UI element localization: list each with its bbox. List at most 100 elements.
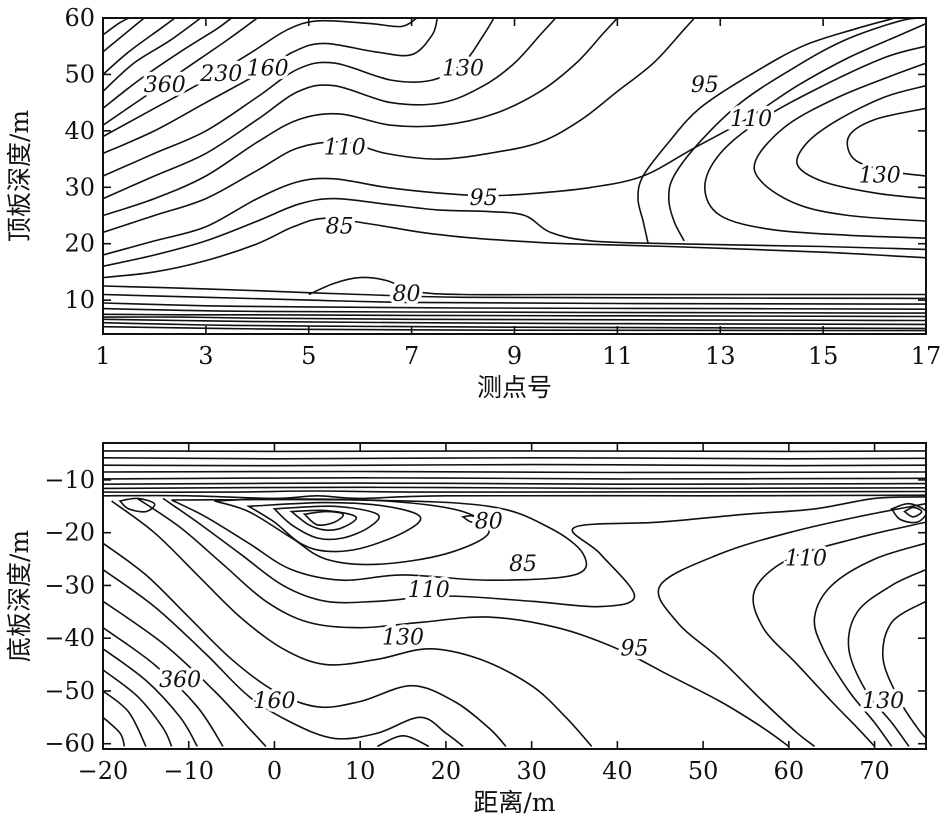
roof-contour-line-280 — [103, 18, 202, 92]
floor-x-tick-label: 70 — [859, 757, 890, 785]
roof-x-tick-label: 11 — [602, 342, 633, 370]
roof-contour-label: 95 — [470, 186, 498, 211]
roof-contour-line-105 — [667, 18, 926, 242]
floor-x-tick-label: 50 — [688, 757, 719, 785]
floor-contour-line-145 — [881, 600, 926, 739]
floor-contour-line-160 — [103, 648, 198, 747]
floor-y-tick-label: −50 — [44, 677, 95, 705]
roof-y-axis: 10 20 30 40 50 60 — [64, 4, 926, 314]
roof-contour-label: 130 — [442, 56, 484, 81]
floor-x-tick-label: −20 — [78, 757, 129, 785]
roof-x-tick-label: 1 — [95, 342, 110, 370]
floor-y-tick-label: −30 — [44, 571, 95, 599]
floor-x-tick-label: −10 — [163, 757, 214, 785]
floor-contour-label: 95 — [621, 636, 649, 661]
roof-contour-line-95 — [103, 22, 926, 256]
floor-contour-line-50 — [103, 476, 926, 480]
roof-contour-line-75 — [103, 285, 926, 300]
floor-contour-line-360 — [103, 690, 147, 747]
floor-contour-line-45 — [103, 470, 926, 474]
roof-contour-line-130 — [103, 18, 557, 200]
roof-contour-line-360 — [103, 18, 176, 76]
floor-contour-line-600 — [103, 716, 126, 747]
roof-contour-line-160 — [103, 18, 439, 155]
roof-contour-line-85 — [103, 217, 926, 279]
roof-y-tick-label: 40 — [64, 117, 95, 145]
roof-contour-line-145 — [103, 18, 495, 177]
floor-contour-line-100 — [111, 500, 593, 747]
roof-x-axis: 1 3 5 7 9 11 13 15 17 — [95, 18, 941, 370]
floor-x-tick-label: 40 — [602, 757, 633, 785]
roof-contour-line-90 — [103, 197, 926, 268]
roof-y-tick-label: 50 — [64, 60, 95, 88]
floor-contour-label: 110 — [408, 578, 450, 603]
roof-contour-label: 160 — [247, 56, 289, 81]
floor-contour-line-130 — [376, 734, 430, 748]
floor-contour-label: 80 — [475, 510, 503, 535]
roof-x-tick-label: 5 — [301, 342, 316, 370]
floor-contour-line-70 — [103, 494, 926, 500]
floor-contour-line-75 — [272, 505, 380, 541]
floor-contour-line-65 — [103, 490, 926, 493]
roof-contour-line-65 — [103, 302, 926, 310]
floor-x-axis: −20 −10 0 10 20 30 40 50 60 70 — [78, 443, 890, 785]
roof-contour-lines — [103, 18, 926, 332]
roof-contour-label: 230 — [199, 62, 242, 87]
roof-x-tick-label: 3 — [198, 342, 213, 370]
roof-contour-line-175 — [103, 18, 418, 138]
roof-contour-line-70 — [103, 293, 926, 305]
floor-contour-label: 360 — [159, 668, 201, 693]
floor-contour-line-110 — [103, 542, 507, 747]
floor-contour-line-60 — [103, 486, 926, 490]
floor-contour-line-230 — [103, 669, 173, 747]
roof-contour-label: 110 — [730, 107, 772, 132]
floor-contour-line-70 — [289, 509, 358, 531]
roof-y-tick-label: 60 — [64, 4, 95, 32]
roof-contour-line-110 — [703, 45, 926, 239]
floor-contour-label: 85 — [509, 552, 537, 577]
floor-contour-line-110 — [752, 521, 926, 747]
roof-contour-line-600 — [103, 18, 130, 36]
floor-contour-line-130 — [103, 600, 267, 747]
roof-contour-label: 95 — [691, 73, 719, 98]
floor-contour-line-75 — [902, 506, 923, 518]
roof-y-axis-title: 顶板深度/m — [5, 110, 34, 242]
floor-contour-line-80 — [246, 501, 422, 553]
roof-contour-line-55 — [103, 313, 926, 318]
roof-x-tick-label: 13 — [705, 342, 736, 370]
roof-contour-line-130 — [796, 84, 926, 200]
floor-contour-lines — [103, 450, 926, 748]
floor-contour-line-90 — [162, 496, 926, 608]
roof-x-axis-title: 测点号 — [477, 373, 552, 402]
floor-contour-line-100 — [657, 502, 926, 748]
roof-contour-line-50 — [103, 316, 926, 322]
roof-contour-line-450 — [103, 18, 145, 53]
roof-contour-line-230 — [103, 18, 233, 109]
floor-contour-line-55 — [103, 482, 926, 486]
floor-x-tick-label: 0 — [267, 757, 282, 785]
floor-contour-label: 110 — [785, 547, 827, 572]
roof-y-tick-label: 30 — [64, 173, 95, 201]
floor-contour-line-65 — [302, 510, 345, 526]
floor-y-tick-label: −10 — [44, 466, 95, 494]
floor-y-tick-label: −60 — [44, 730, 95, 758]
roof-contour-label: 130 — [859, 164, 901, 189]
floor-y-tick-label: −40 — [44, 624, 95, 652]
roof-y-tick-label: 20 — [64, 230, 95, 258]
floor-x-axis-title: 距离/m — [473, 788, 555, 817]
roof-contour-label: 110 — [324, 135, 366, 160]
floor-x-tick-label: 30 — [516, 757, 547, 785]
roof-contour-line-100 — [637, 18, 896, 244]
roof-contour-label: 85 — [326, 214, 354, 239]
roof-contour-line-45 — [103, 318, 926, 326]
floor-contour-line-80 — [460, 514, 482, 523]
roof-contour-line-145 — [846, 107, 926, 177]
floor-contour-line-130 — [847, 568, 926, 747]
roof-contour-line-120 — [103, 18, 618, 217]
floor-contour-label: 130 — [382, 626, 424, 651]
roof-x-tick-label: 7 — [404, 342, 419, 370]
